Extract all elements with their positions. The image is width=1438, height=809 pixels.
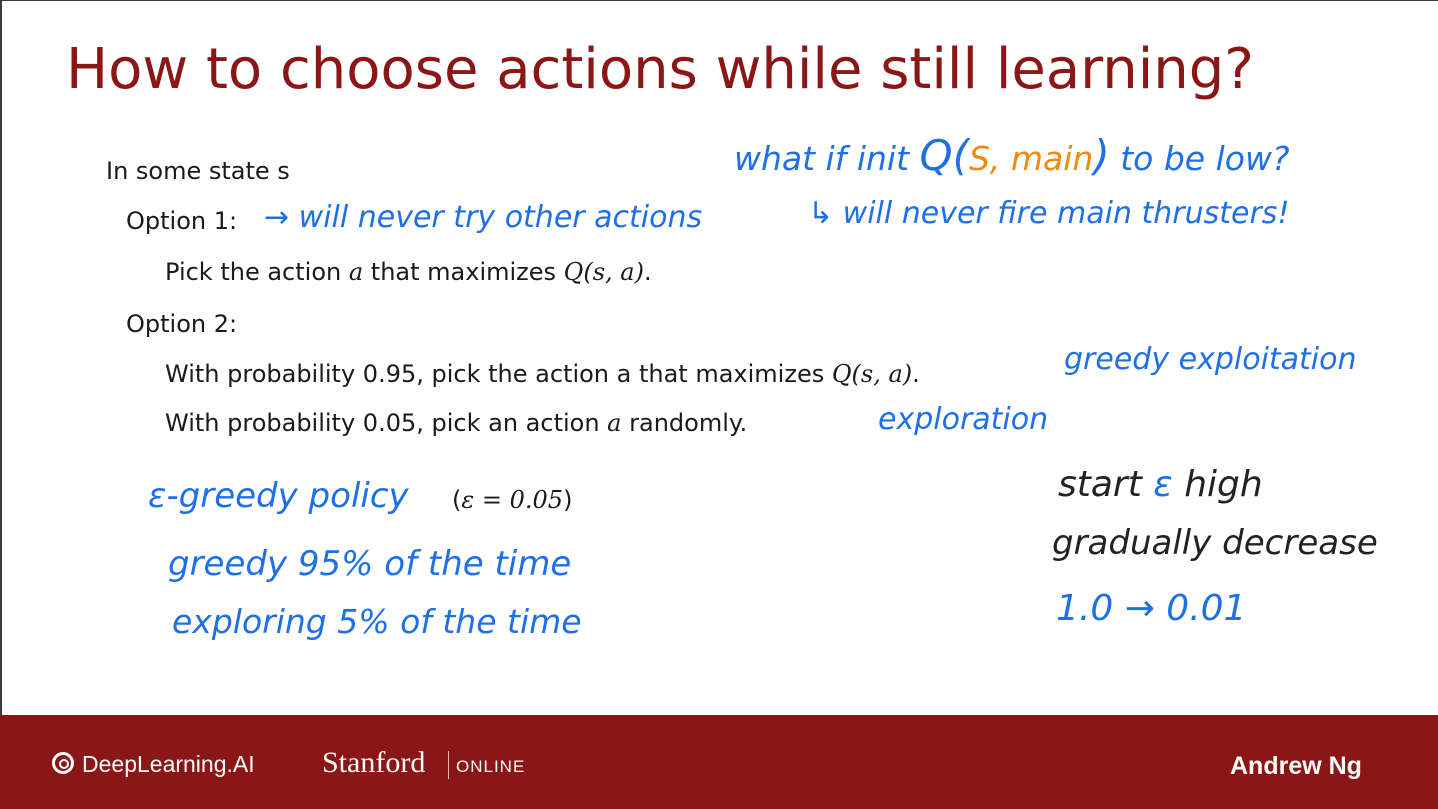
option1-label: Option 1: (126, 207, 238, 235)
option2-line1-q: Q(s, a) (831, 360, 913, 388)
deeplearning-logo-text: DeepLearning.AI (82, 751, 255, 777)
footer-bar: DeepLearning.AI Stanford ONLINE Andrew N… (0, 715, 1438, 809)
slide-title: How to choose actions while still learni… (66, 37, 1255, 102)
option2-line1-text: With probability 0.95, pick the action a… (165, 360, 832, 388)
epsilon-paren-close: ) (563, 486, 573, 514)
author-name: Andrew Ng (1230, 752, 1362, 780)
what-if-main: main (1000, 139, 1094, 178)
option2-line2: With probability 0.05, pick an action a … (165, 408, 747, 438)
what-if-b: to be low? (1109, 139, 1290, 178)
what-if-q-open: Q( (919, 131, 969, 180)
option2-label: Option 2: (126, 310, 238, 338)
annotation-greedy-exploitation: greedy exploitation (1064, 342, 1357, 377)
epsilon-value-line: (ε = 0.05) (452, 485, 572, 515)
option1-text-a: Pick the action (165, 258, 349, 286)
deeplearning-logo-icon (52, 752, 74, 774)
option1-end: . (643, 258, 652, 286)
epsilon-paren-open: ( (452, 486, 462, 514)
stanford-online-label: ONLINE (456, 757, 526, 776)
annotation-exploring-5: exploring 5% of the time (172, 602, 582, 641)
annotation-never-fire: ↳ will never fire main thrusters! (808, 196, 1290, 231)
slide-top-edge (0, 0, 1438, 1)
what-if-s: S, (968, 139, 1001, 178)
option2-line1-end: . (912, 360, 920, 388)
what-if-q-close: ) (1093, 131, 1110, 180)
stanford-logo: Stanford (322, 746, 426, 779)
option1-text: Pick the action a that maximizes Q(s, a)… (165, 257, 652, 287)
start-eps-symbol: ε (1153, 464, 1173, 505)
option2-line2-text-b: randomly. (621, 409, 748, 437)
annotation-never-try: → will never try other actions (264, 200, 703, 235)
annotation-exploration: exploration (878, 402, 1049, 437)
option2-line2-var: a (607, 409, 622, 437)
slide-left-edge (0, 0, 2, 715)
option2-line2-text-a: With probability 0.05, pick an action (165, 409, 608, 437)
annotation-epsilon-greedy-policy: ε-greedy policy (148, 476, 409, 516)
option1-text-b: that maximizes (363, 258, 564, 286)
annotation-start-epsilon-high: start ε high (1058, 462, 1263, 508)
annotation-greedy-95: greedy 95% of the time (168, 544, 572, 584)
annotation-gradually-decrease: gradually decrease (1052, 523, 1378, 563)
option1-q: Q(s, a) (563, 258, 644, 286)
option1-var: a (348, 258, 364, 286)
epsilon-value: ε = 0.05 (461, 486, 564, 514)
annotation-schedule: 1.0 → 0.01 (1056, 588, 1247, 629)
start-eps-a: start (1058, 464, 1154, 505)
state-line: In some state s (106, 157, 290, 185)
annotation-what-if-init: what if init Q(S, main) to be low? (734, 134, 1289, 181)
start-eps-b: high (1172, 464, 1263, 505)
stanford-divider (448, 751, 449, 779)
what-if-a: what if init (734, 139, 920, 178)
option2-line1: With probability 0.95, pick the action a… (165, 359, 920, 389)
